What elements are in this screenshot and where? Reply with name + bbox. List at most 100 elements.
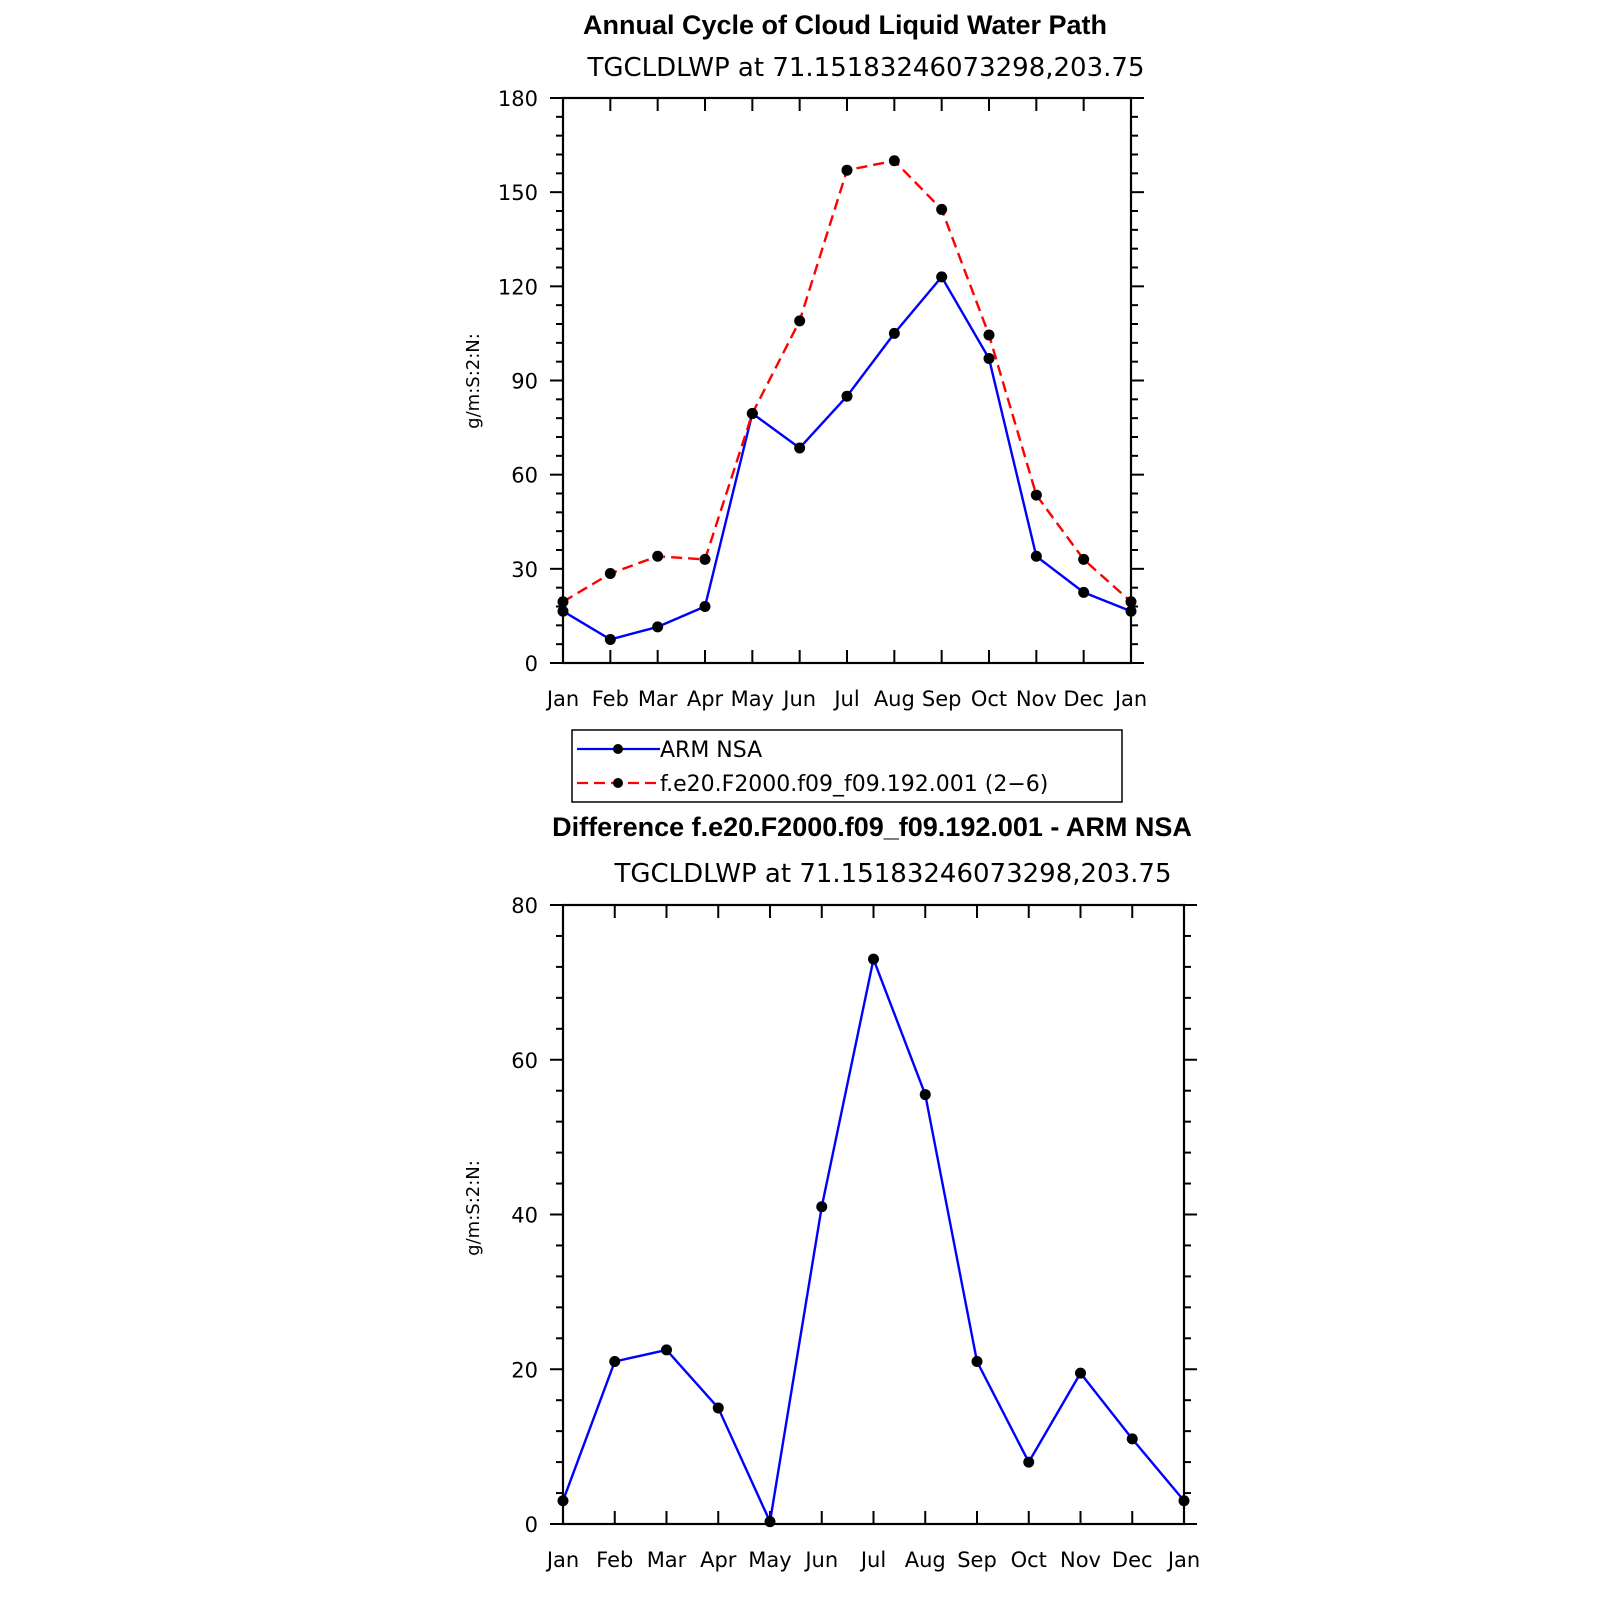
chart-1-x-tick-label: Feb (592, 687, 629, 711)
chart-1-y-tick-label: 150 (498, 181, 538, 205)
chart-2-x-tick-label: Dec (1112, 1548, 1153, 1572)
chart-1-x-tick-label: Nov (1016, 687, 1057, 711)
chart-1-ylabel: g/m:S:2:N: (463, 333, 484, 429)
chart-2-series (557, 953, 1190, 1528)
chart-2-x-tick-label: Apr (700, 1548, 737, 1572)
chart-2-series-0-point (557, 1495, 569, 1507)
chart-1-series-1-point (746, 407, 758, 419)
chart-2-y-tick-label: 40 (511, 1204, 538, 1228)
chart-1-series-1-point (699, 553, 711, 565)
chart-2-series-0-point (1075, 1367, 1086, 1379)
chart-2-series-0-point (712, 1402, 724, 1414)
chart-2-x-axis (562, 905, 1185, 1524)
chart-1-series-1-point (841, 164, 853, 176)
chart-1-y-tick-label: 120 (498, 275, 538, 299)
chart-2-x-tick-label: Mar (647, 1548, 687, 1572)
chart-2-title: Difference f.e20.F2000.f09_f09.192.001 -… (552, 812, 1192, 842)
chart-1-series-1-point (557, 596, 569, 608)
chart-1-series-0-point (699, 601, 711, 612)
chart-1-title: Annual Cycle of Cloud Liquid Water Path (583, 10, 1107, 40)
legend-model-label: f.e20.F2000.f09_f09.192.001 (2−6) (660, 772, 1048, 797)
chart-1-x-tick-label: May (731, 687, 774, 711)
chart-1-x-tick-label: Dec (1063, 687, 1104, 711)
chart-1-series-1-point (1125, 596, 1137, 608)
chart-1-series-0-point (1125, 605, 1137, 617)
chart-1-series-1-point (888, 155, 900, 167)
chart-2-x-tick-label: Jun (803, 1548, 838, 1572)
chart-2-x-tick-label: Oct (1011, 1548, 1047, 1572)
legend-model-marker (613, 778, 623, 788)
chart-2-series-0-point (1178, 1495, 1190, 1507)
chart-1-y-tick-label: 30 (511, 558, 538, 582)
chart-1-x-tick-label: Jan (545, 687, 579, 711)
chart-1-series-0-point (652, 621, 664, 633)
chart-1-x-tick-label: Jan (1113, 687, 1147, 711)
chart-1-x-tick-label: Mar (638, 687, 678, 711)
chart-1-plot-frame (561, 96, 1133, 665)
chart-1-y-tick-label: 0 (525, 652, 538, 676)
chart-1-series (557, 155, 1137, 645)
chart-2-x-tick-label: Jan (545, 1548, 579, 1572)
chart-1-x-tick-label: Aug (874, 687, 915, 711)
chart-1-x-tick-label: Apr (687, 687, 724, 711)
chart-2-x-tick-label: Aug (905, 1548, 946, 1572)
chart-1-series-0-line (562, 275, 1132, 641)
chart-1-series-0-point (983, 353, 995, 365)
chart-2-plot-frame (561, 903, 1186, 1526)
chart-1-series-1-point (604, 568, 616, 580)
chart-2-series-0-point (1023, 1456, 1035, 1468)
chart-1-series-0-point (604, 633, 616, 645)
chart-1-series-0-point (936, 271, 948, 283)
chart-2-series-0-point (1126, 1433, 1138, 1445)
chart-1-x-axis (562, 98, 1132, 663)
chart-1-legend: ARM NSA f.e20.F2000.f09_f09.192.001 (2−6… (571, 729, 1123, 803)
chart-1-series-0-point (557, 605, 569, 617)
chart-1-series-0-point (1030, 550, 1042, 562)
chart-2-series-0-point (609, 1356, 621, 1368)
chart-1-series-1-point (652, 550, 664, 562)
chart-1-y-axis (550, 97, 1144, 664)
chart-2-ylabel: g/m:S:2:N: (463, 1160, 484, 1256)
chart-1-x-tick-label: Oct (971, 687, 1007, 711)
chart-1-y-tick-labels: 0 30 60 90 120 150 180 (498, 87, 538, 676)
chart-2-series-0-point (868, 953, 879, 965)
chart-2-series-0-point (661, 1344, 672, 1356)
chart-1-series-1-point (794, 315, 806, 327)
chart-1-series-0-point (888, 327, 900, 339)
chart-2-y-tick-label: 20 (511, 1358, 538, 1382)
chart-1-x-tick-label: Jun (781, 687, 816, 711)
chart-2-y-tick-label: 60 (511, 1049, 538, 1073)
chart-1-series-1-point (936, 203, 948, 215)
legend-arm-label: ARM NSA (660, 738, 762, 763)
chart-1-y-tick-label: 90 (511, 370, 538, 394)
chart-1-y-tick-label: 60 (511, 464, 538, 488)
chart-2-series-0-point (816, 1201, 828, 1213)
chart-1-x-tick-label: Jul (832, 687, 859, 711)
chart-difference: Difference f.e20.F2000.f09_f09.192.001 -… (463, 812, 1200, 1572)
chart-2-y-tick-label: 0 (525, 1513, 538, 1537)
chart-2-series-0-line (561, 957, 1185, 1523)
chart-1-series-1-line (562, 159, 1132, 603)
chart-1-series-1-point (1078, 553, 1090, 565)
chart-1-series-0-point (1078, 586, 1090, 598)
chart-1-x-tick-labels: Jan Feb Mar Apr May Jun Jul Aug Sep Oct … (545, 687, 1147, 711)
chart-2-series-0-point (919, 1089, 931, 1101)
chart-2-subtitle: TGCLDLWP at 71.15183246073298,203.75 (613, 859, 1171, 889)
chart-1-x-tick-label: Sep (922, 687, 962, 711)
chart-2-x-tick-label: Jul (859, 1548, 886, 1572)
chart-1-series-1-point (1030, 489, 1042, 501)
chart-1-y-tick-label: 180 (498, 87, 538, 111)
legend-arm-marker (613, 744, 623, 754)
chart-2-x-tick-labels: Jan Feb Mar Apr May Jun Jul Aug Sep Oct … (545, 1548, 1200, 1572)
chart-1-subtitle: TGCLDLWP at 71.15183246073298,203.75 (586, 53, 1144, 83)
chart-annual-cycle: Annual Cycle of Cloud Liquid Water Path … (463, 10, 1147, 803)
chart-2-series-0-point (764, 1516, 776, 1528)
chart-2-y-tick-labels: 0 20 40 60 80 (511, 894, 538, 1537)
chart-2-y-axis (550, 904, 1197, 1525)
chart-2-x-tick-label: Feb (596, 1548, 633, 1572)
chart-1-series-0-point (794, 442, 806, 454)
chart-2-x-tick-label: May (748, 1548, 791, 1572)
chart-2-series-0-point (971, 1356, 983, 1368)
